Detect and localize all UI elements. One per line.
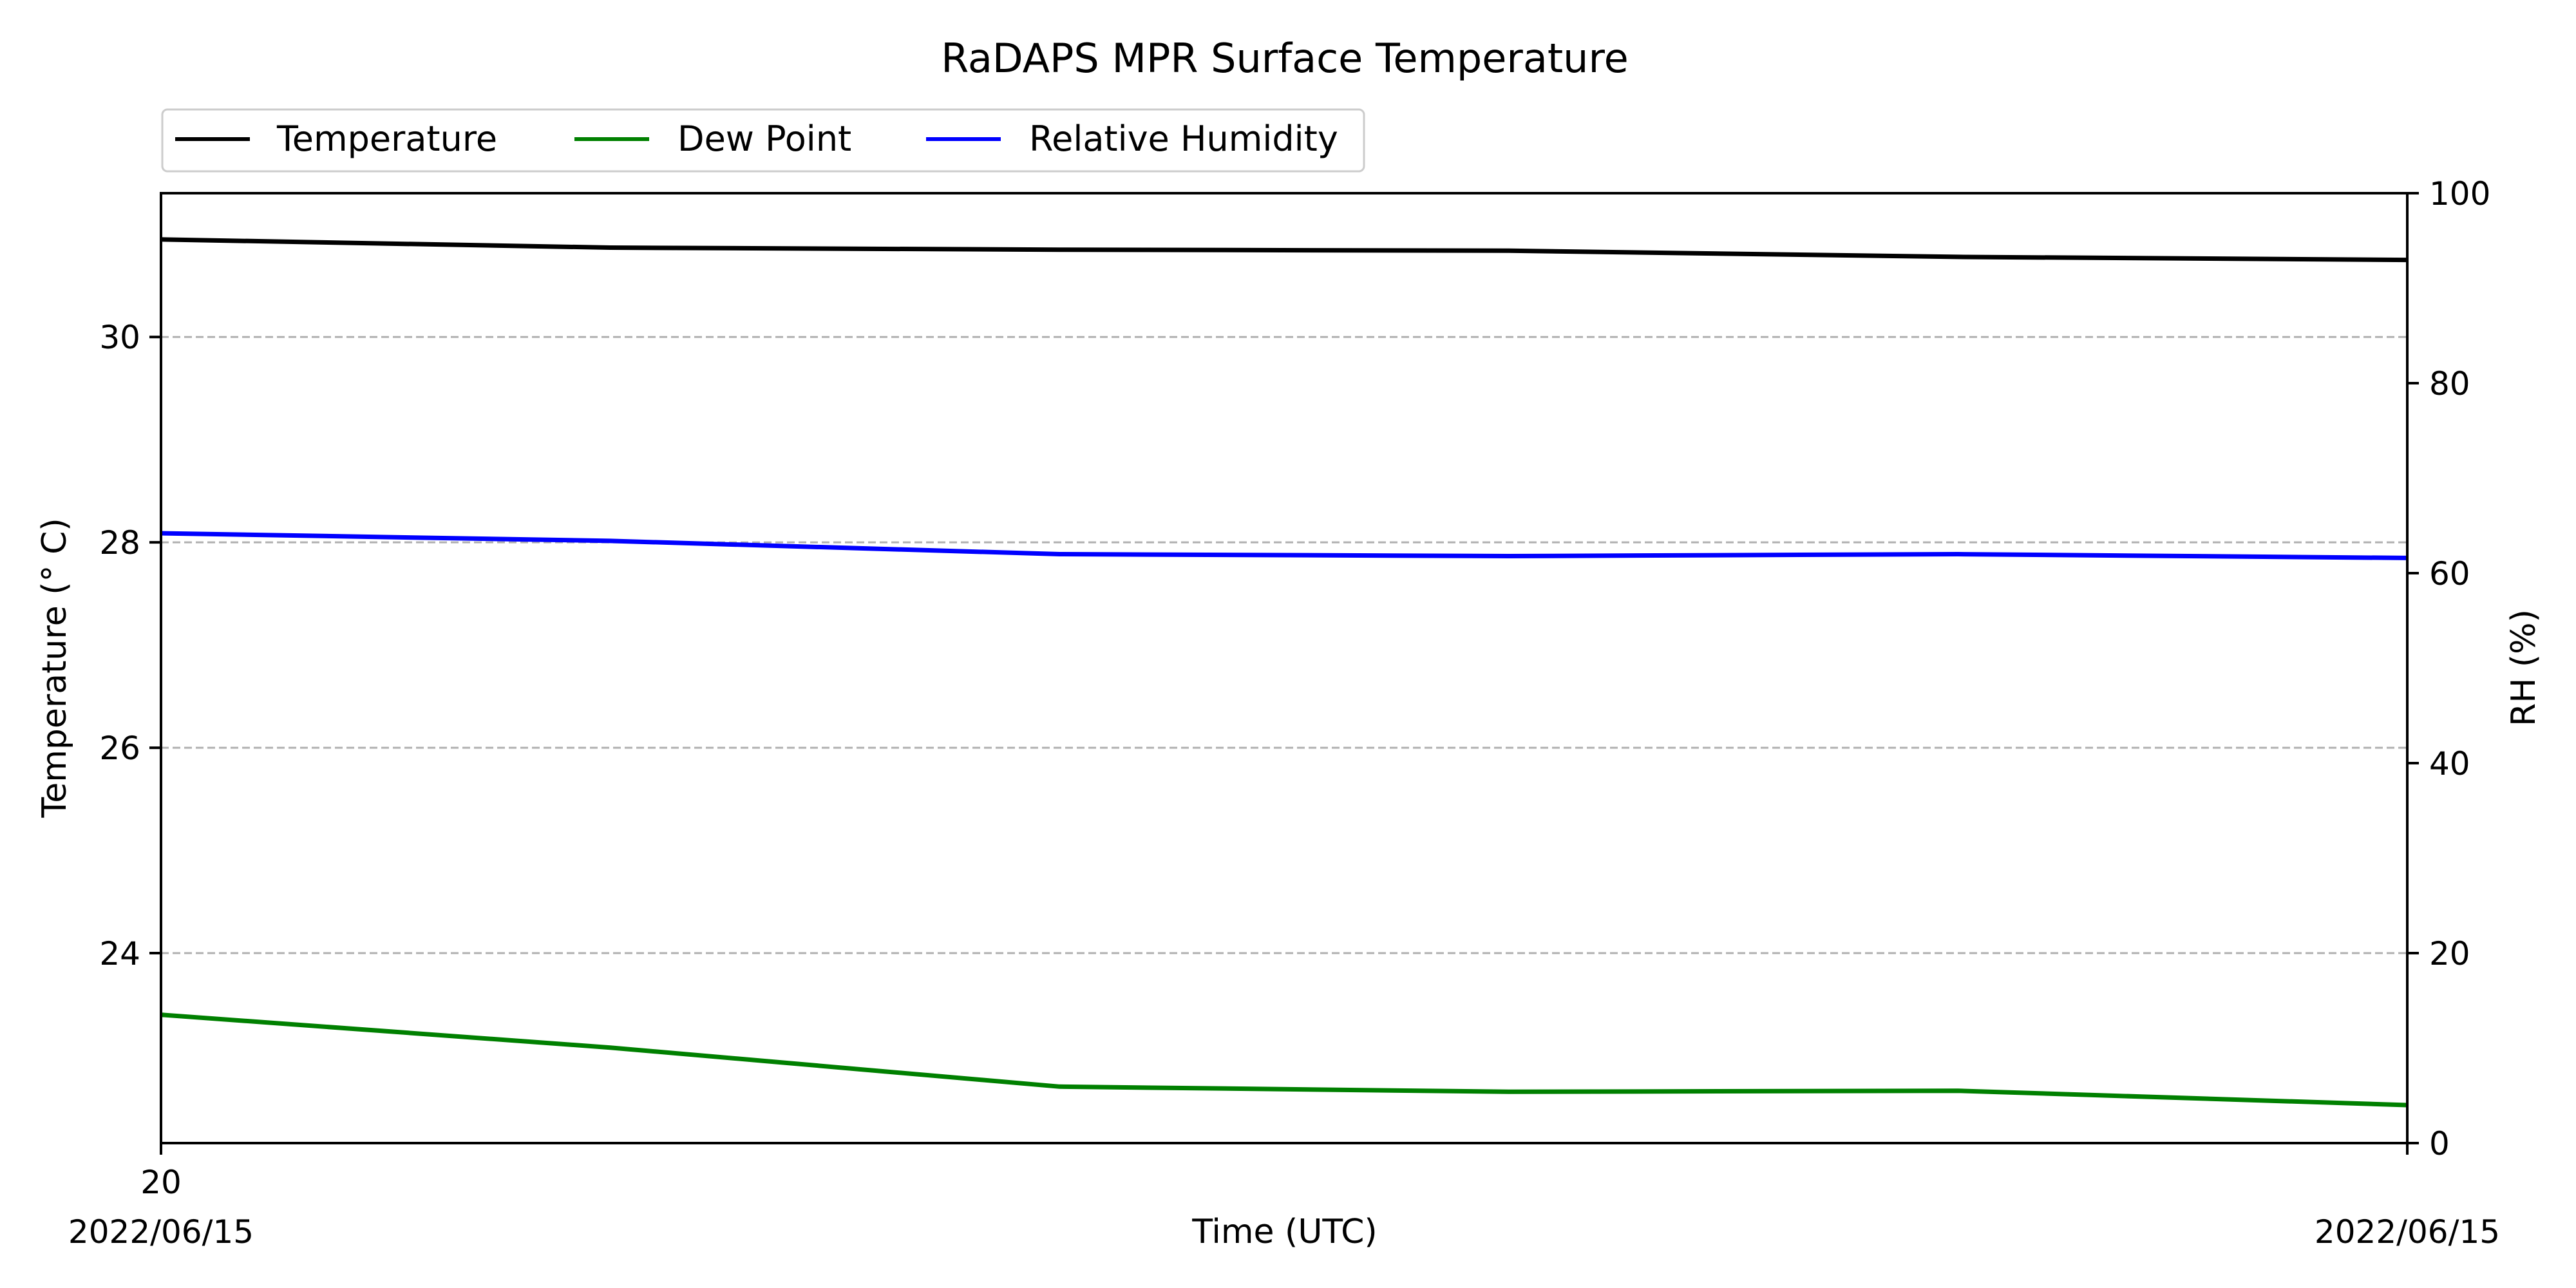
legend-label-temperature: Temperature — [276, 118, 497, 159]
y2-tick-label-20: 20 — [2429, 935, 2470, 972]
series-line-temperature — [160, 237, 2408, 263]
y2-tick-label-100: 100 — [2429, 175, 2490, 213]
y-tick-label-26: 26 — [99, 730, 140, 767]
legend: Temperature Dew Point Relative Humidity — [161, 108, 1365, 173]
series-lines — [160, 237, 2408, 1108]
x-tick-sublabel-0: 2022/06/15 — [68, 1213, 254, 1251]
y-tick-label-24: 24 — [99, 935, 140, 972]
legend-box — [161, 108, 1365, 173]
x-axis-ticks: 20 2022/06/15 2022/06/15 — [68, 1143, 2500, 1251]
x-tick-label-0: 20 — [140, 1164, 182, 1201]
legend-label-relative-humidity: Relative Humidity — [1029, 118, 1338, 159]
y-axis-left-ticks: 24 26 28 30 — [99, 319, 161, 972]
legend-label-dew-point: Dew Point — [677, 118, 851, 159]
y-axis-right-ticks: 0 20 40 60 80 100 — [2407, 175, 2490, 1162]
y-axis-right-label: RH (%) — [2505, 609, 2543, 726]
x-tick-sublabel-1: 2022/06/15 — [2315, 1213, 2500, 1251]
plot-frame — [160, 192, 2409, 1144]
y2-tick-label-0: 0 — [2429, 1125, 2450, 1162]
y2-tick-label-40: 40 — [2429, 745, 2470, 782]
y-axis-left-label: Temperature (° C) — [35, 518, 74, 818]
y-tick-label-28: 28 — [99, 524, 140, 562]
y2-tick-label-80: 80 — [2429, 365, 2470, 402]
x-axis-label: Time (UTC) — [1191, 1213, 1377, 1251]
y-tick-label-30: 30 — [99, 319, 140, 356]
grid-lines — [161, 336, 2407, 954]
series-line-relative-humidity — [160, 531, 2408, 560]
y2-tick-label-60: 60 — [2429, 555, 2470, 592]
chart-title: RaDAPS MPR Surface Temperature — [941, 35, 1629, 82]
series-line-dew-point — [160, 1012, 2408, 1108]
